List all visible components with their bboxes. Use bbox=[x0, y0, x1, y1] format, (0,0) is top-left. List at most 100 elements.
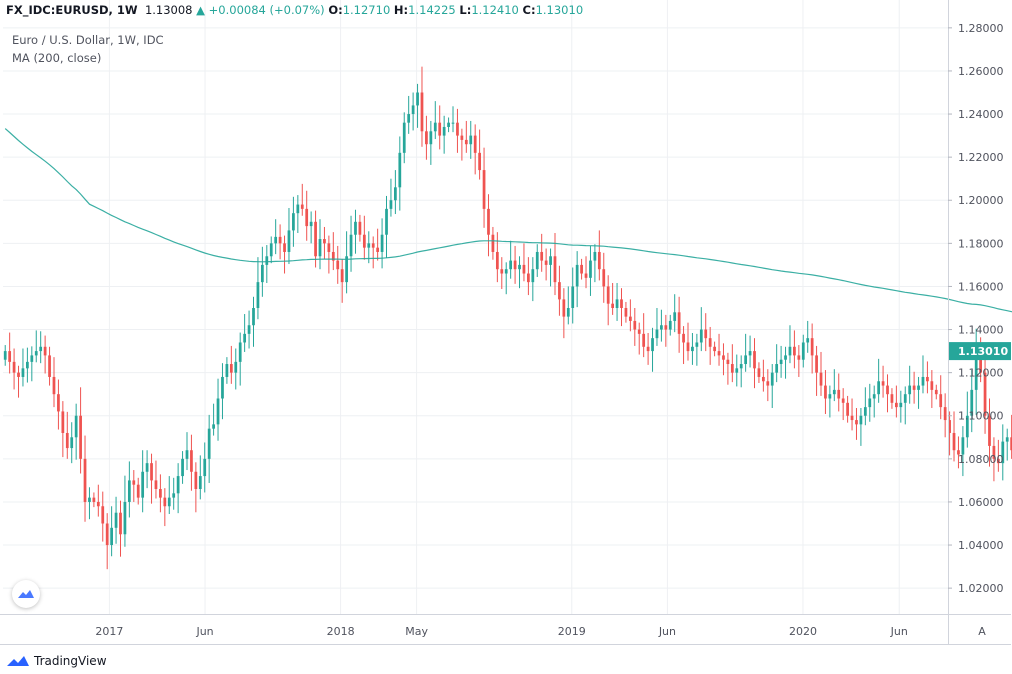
brand-name: TradingView bbox=[34, 654, 107, 668]
candle-body bbox=[96, 501, 100, 507]
candle-body bbox=[637, 329, 641, 334]
change-up-icon: ▲ bbox=[196, 3, 206, 17]
candle-body bbox=[660, 325, 663, 330]
candle-body bbox=[948, 420, 951, 433]
candle-body bbox=[17, 372, 20, 377]
candle-body bbox=[513, 260, 517, 270]
candle-body bbox=[1010, 437, 1012, 451]
candle-body bbox=[597, 251, 601, 270]
candle-body bbox=[119, 512, 122, 535]
candle-body bbox=[358, 221, 362, 235]
candle-body bbox=[664, 325, 668, 330]
candle-body bbox=[965, 415, 969, 438]
candle-body bbox=[167, 497, 171, 507]
auto-scale-button[interactable]: A bbox=[978, 624, 986, 638]
candle-body bbox=[899, 402, 903, 408]
candle-body bbox=[815, 355, 818, 373]
candle-body bbox=[238, 342, 242, 362]
candle-body bbox=[691, 346, 694, 352]
candle-body bbox=[8, 351, 12, 362]
candle-body bbox=[482, 170, 486, 209]
candle-body bbox=[274, 236, 278, 244]
candle-body bbox=[793, 346, 796, 356]
indicator-legend[interactable]: MA (200, close) bbox=[12, 51, 102, 65]
candle-body bbox=[930, 381, 934, 390]
candle-body bbox=[562, 299, 566, 317]
candle-body bbox=[1005, 437, 1009, 442]
candle-body bbox=[535, 251, 539, 270]
candle-body bbox=[912, 385, 916, 390]
candle-body bbox=[260, 264, 264, 283]
close-value: 1.13010 bbox=[535, 3, 584, 17]
candle-body bbox=[464, 139, 468, 145]
current-price-badge bbox=[949, 342, 1011, 361]
price-tick-label: 1.10000 bbox=[958, 410, 1004, 423]
candle-body bbox=[473, 135, 477, 153]
low-value: 1.12410 bbox=[471, 3, 519, 17]
current-price-label: 1.13010 bbox=[958, 345, 1008, 358]
candle-body bbox=[957, 450, 960, 455]
symbol-label[interactable]: FX_IDC:EURUSD, 1W bbox=[6, 3, 138, 17]
candle-body bbox=[761, 376, 765, 382]
candle-body bbox=[256, 282, 260, 308]
candle-body bbox=[198, 476, 202, 490]
time-tick-label: 2020 bbox=[789, 625, 817, 638]
candle-body bbox=[753, 351, 756, 369]
tradingview-brand[interactable]: TradingView bbox=[6, 654, 107, 668]
candle-body bbox=[775, 364, 779, 373]
candle-body bbox=[425, 131, 428, 145]
candle-body bbox=[420, 92, 424, 132]
candle-body bbox=[593, 251, 597, 261]
candle-body bbox=[305, 208, 309, 227]
candle-body bbox=[566, 307, 570, 317]
candle-body bbox=[101, 506, 105, 524]
candle-body bbox=[114, 512, 118, 528]
candle-body bbox=[748, 351, 752, 356]
candle-body bbox=[74, 415, 78, 438]
candle-body bbox=[500, 269, 504, 274]
candle-body bbox=[788, 346, 792, 356]
candle-body bbox=[340, 269, 344, 283]
candle-body bbox=[983, 372, 987, 416]
candle-body bbox=[540, 251, 544, 261]
price-tick-label: 1.26000 bbox=[958, 65, 1004, 78]
price-tick-label: 1.02000 bbox=[958, 582, 1004, 595]
candle-body bbox=[212, 424, 215, 429]
candle-body bbox=[988, 415, 991, 446]
candle-body bbox=[123, 501, 127, 535]
last-price: 1.13008 bbox=[144, 3, 193, 17]
candle-body bbox=[278, 236, 282, 244]
candle-body bbox=[229, 364, 233, 373]
open-label: O: bbox=[328, 3, 343, 17]
candle-body bbox=[580, 264, 583, 274]
price-tick-label: 1.06000 bbox=[958, 496, 1004, 509]
candle-body bbox=[881, 381, 885, 386]
candle-body bbox=[110, 527, 113, 546]
candle-body bbox=[172, 493, 176, 498]
candle-body bbox=[806, 338, 810, 343]
candle-body bbox=[810, 338, 814, 356]
candle-body bbox=[908, 385, 912, 395]
candle-body bbox=[92, 497, 96, 502]
candle-body bbox=[411, 105, 415, 115]
candle-body bbox=[265, 256, 269, 265]
candle-body bbox=[952, 432, 956, 451]
candle-body bbox=[300, 204, 304, 209]
price-change: +0.00084 (+0.07%) bbox=[208, 3, 325, 17]
time-tick-label: Jun bbox=[658, 625, 676, 638]
candle-body bbox=[841, 398, 845, 403]
candle-body bbox=[478, 152, 481, 171]
tradingview-floating-button[interactable] bbox=[12, 580, 40, 608]
candle-body bbox=[181, 458, 184, 477]
candle-body bbox=[801, 342, 805, 360]
candle-body bbox=[79, 415, 82, 459]
candle-body bbox=[917, 385, 920, 390]
candle-body bbox=[469, 135, 473, 145]
candle-body bbox=[283, 243, 286, 252]
candle-body bbox=[136, 484, 140, 498]
candle-body bbox=[429, 131, 433, 145]
candle-body bbox=[531, 269, 535, 283]
candle-body bbox=[770, 372, 774, 386]
candle-body bbox=[362, 234, 366, 248]
